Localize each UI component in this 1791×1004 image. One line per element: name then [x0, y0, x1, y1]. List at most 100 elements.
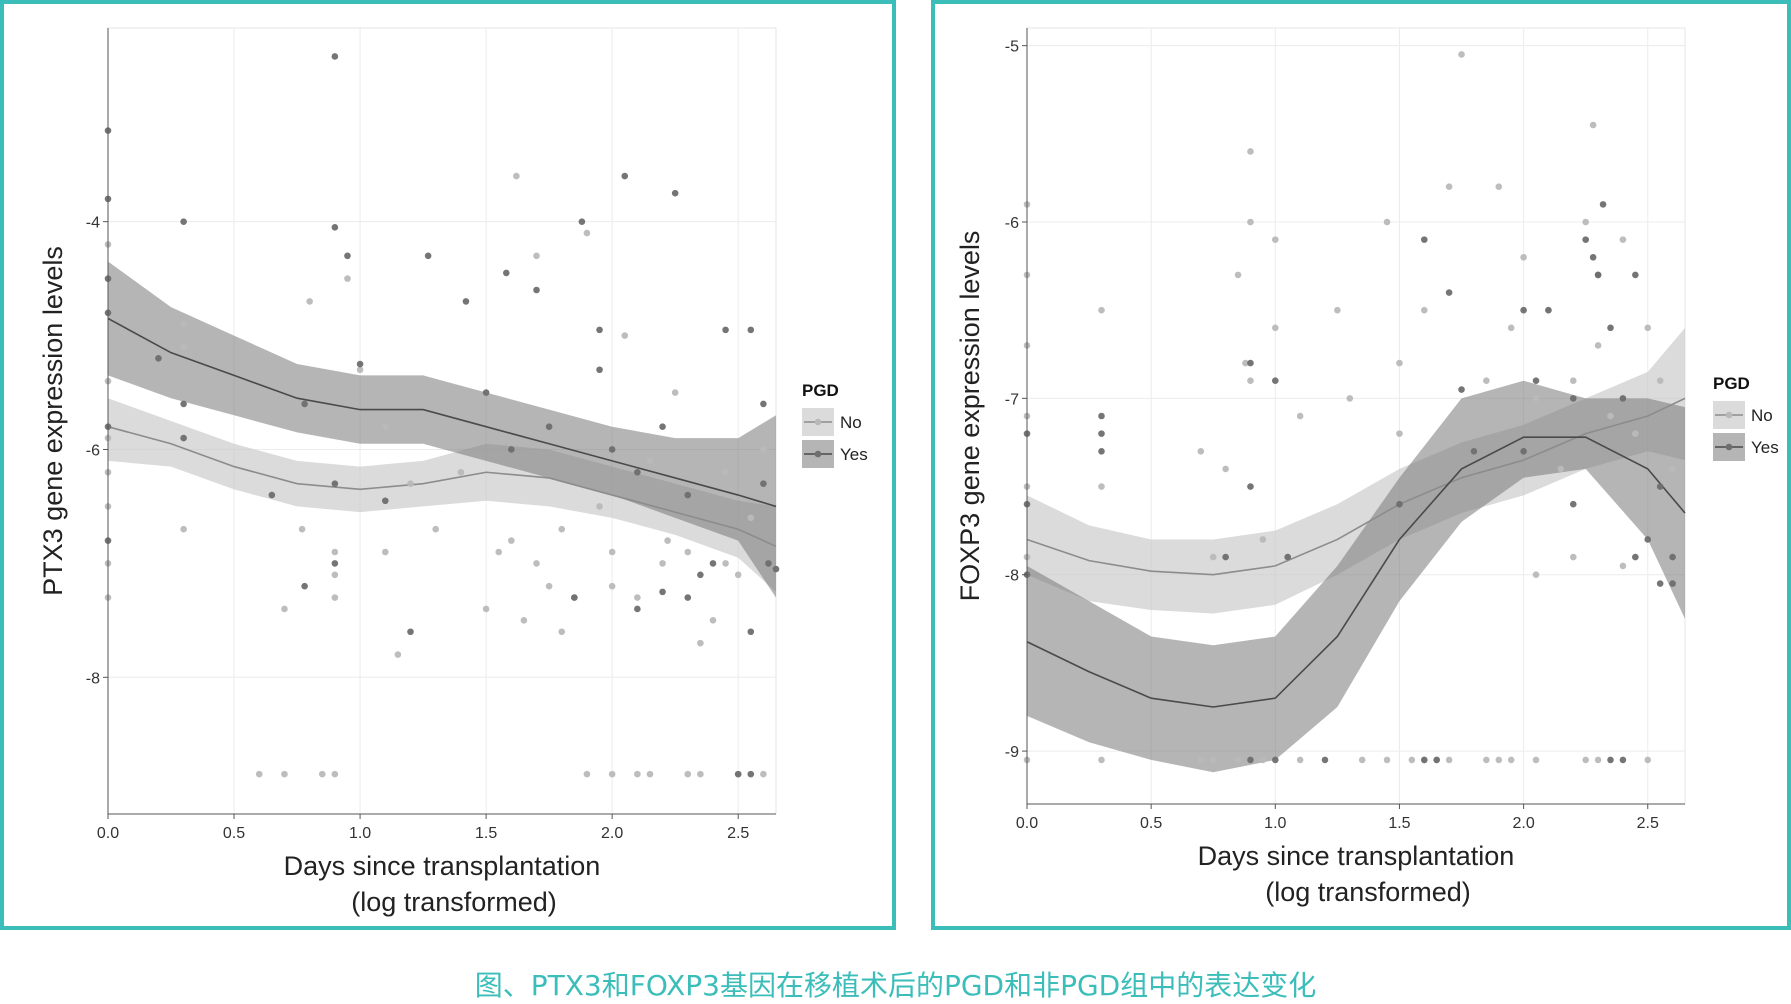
data-point-no [1272, 236, 1279, 243]
data-point-yes [545, 423, 553, 430]
x-tick-label: 1.0 [349, 825, 371, 842]
data-point-yes [1619, 756, 1627, 764]
data-point-no [760, 770, 767, 778]
legend-key-point [1725, 443, 1733, 451]
data-point-yes [734, 770, 742, 778]
data-point-yes [1532, 377, 1540, 385]
x-tick-label: 2.0 [1512, 815, 1534, 832]
x-tick-label: 2.5 [1637, 815, 1659, 832]
data-point-no [482, 605, 490, 613]
foxp3-chart-panel: 0.0 0.5 1.0 1.5 2.0 2.5 -5 -6 -7 -8 -9 Days since t… [931, 0, 1791, 930]
data-point-yes [1284, 553, 1292, 561]
data-point-no [331, 594, 339, 601]
confidence-band-yes [108, 261, 776, 598]
data-point-no [1557, 465, 1565, 473]
data-point-no [1532, 756, 1540, 764]
data-point-yes [301, 400, 308, 408]
data-point-yes [659, 423, 666, 430]
data-point-no [583, 770, 591, 778]
data-point-no [1495, 183, 1503, 191]
data-point-yes [760, 480, 767, 487]
data-point-yes [533, 286, 540, 294]
legend-label-no: No [840, 413, 862, 432]
x-axis-title: Days since transplantation [1198, 841, 1515, 871]
data-point-no [1644, 324, 1652, 332]
data-point-no [697, 639, 704, 647]
points-yes [1023, 201, 1676, 764]
smooth-line-no [107, 425, 777, 548]
data-point-no [646, 770, 654, 778]
data-point-no [1632, 430, 1639, 437]
data-point-yes [1272, 756, 1279, 764]
data-point-no [1098, 306, 1105, 314]
data-point-no [1222, 465, 1229, 473]
data-point-yes [301, 582, 308, 590]
data-point-no [1607, 412, 1614, 420]
data-point-no [520, 617, 528, 624]
data-point-no [1532, 395, 1540, 402]
x-tick-label: 0.0 [97, 825, 119, 842]
legend-label-no: No [1751, 406, 1773, 425]
data-point-no [558, 628, 566, 636]
data-point-yes [356, 360, 364, 368]
data-point-no [1234, 756, 1242, 764]
data-point-yes [596, 366, 603, 374]
data-point-no [1383, 756, 1391, 764]
data-point-no [760, 446, 767, 453]
data-point-yes [1669, 580, 1676, 587]
data-point-yes [1582, 236, 1589, 243]
data-point-no [1445, 183, 1453, 191]
data-point-no [1644, 756, 1652, 764]
data-point-no [608, 582, 616, 590]
data-point-no [684, 548, 692, 556]
data-point-no [596, 503, 603, 510]
data-point-yes [1247, 483, 1254, 490]
y-tick-label: -6 [86, 442, 100, 459]
legend-key-point [1725, 411, 1733, 419]
data-point-yes [722, 326, 729, 334]
data-point-yes [1607, 756, 1614, 764]
data-point-yes [1420, 756, 1428, 764]
data-point-no [407, 480, 414, 487]
smooth-line-yes [1026, 436, 1686, 708]
data-point-no [508, 537, 515, 544]
data-point-no [722, 468, 729, 476]
legend-key-point [814, 418, 822, 426]
data-point-yes [1599, 201, 1607, 208]
data-point-yes [1607, 324, 1614, 332]
data-point-yes [1098, 447, 1105, 455]
data-point-yes [1644, 536, 1652, 543]
data-point-no [180, 525, 187, 533]
data-point-no [1495, 756, 1503, 764]
data-point-yes [671, 189, 679, 197]
data-point-no [1656, 377, 1664, 385]
legend-label-yes: Yes [1751, 438, 1779, 457]
data-point-no [1396, 430, 1403, 437]
data-point-yes [1520, 306, 1527, 314]
y-tick-label: -7 [1005, 391, 1019, 408]
data-point-no [533, 252, 540, 260]
data-point-no [1098, 756, 1105, 764]
data-point-no [709, 617, 717, 624]
data-point-no [1242, 359, 1249, 367]
data-point-no [281, 770, 288, 778]
data-point-no [331, 571, 339, 579]
legend-key-point [814, 450, 822, 458]
data-point-no [1594, 342, 1602, 349]
x-axis-title-line2: (log transformed) [1265, 877, 1471, 907]
data-point-yes [709, 560, 717, 567]
data-point-no [1334, 306, 1341, 314]
data-point-no [1296, 412, 1304, 420]
data-point-no [684, 770, 692, 778]
data-point-no [1669, 465, 1676, 473]
x-tick-label: 0.5 [223, 825, 245, 842]
data-point-yes [1569, 395, 1577, 402]
data-point-no [1408, 756, 1416, 764]
y-tick-label: -8 [1005, 568, 1019, 585]
data-point-yes [1098, 430, 1105, 437]
data-point-yes [1458, 386, 1465, 393]
data-point-no [608, 548, 616, 556]
data-point-yes [331, 53, 339, 60]
